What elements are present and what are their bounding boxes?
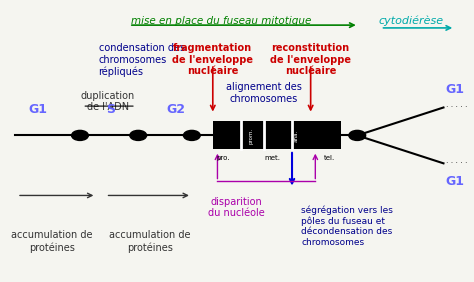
Text: ségrégation vers les
pôles du fuseau et
décondensation des
chromosomes: ségrégation vers les pôles du fuseau et …	[301, 205, 393, 246]
Text: condensation des
chromosomes
répliqués: condensation des chromosomes répliqués	[99, 43, 185, 77]
Text: prom.: prom.	[248, 127, 254, 144]
Text: G1: G1	[446, 83, 465, 96]
Text: · · ·: · · ·	[17, 130, 32, 140]
Text: ana.: ana.	[294, 129, 299, 142]
Text: tel.: tel.	[324, 155, 335, 161]
Text: reconstitution
de l'enveloppe
nucléaire: reconstitution de l'enveloppe nucléaire	[270, 43, 351, 76]
Text: G2: G2	[166, 103, 185, 116]
Text: accumulation de
protéines: accumulation de protéines	[11, 230, 93, 253]
Text: G1: G1	[28, 103, 47, 116]
Text: fragmentation
de l'enveloppe
nucléaire: fragmentation de l'enveloppe nucléaire	[172, 43, 253, 76]
Circle shape	[183, 130, 200, 140]
Text: · · · · ·: · · · · ·	[446, 103, 467, 112]
Text: disparition
du nucléole: disparition du nucléole	[208, 197, 264, 219]
Text: duplication
de l'ADN: duplication de l'ADN	[81, 91, 135, 112]
Circle shape	[130, 130, 146, 140]
Circle shape	[72, 130, 88, 140]
Text: pro.: pro.	[217, 155, 230, 161]
Text: cytodiérèse: cytodiérèse	[378, 16, 443, 26]
Text: mise en place du fuseau mitotique: mise en place du fuseau mitotique	[131, 16, 311, 26]
Text: · · · · ·: · · · · ·	[446, 159, 467, 168]
Circle shape	[349, 130, 365, 140]
Text: G1: G1	[446, 175, 465, 188]
Text: alignement des
chromosomes: alignement des chromosomes	[226, 82, 302, 104]
Text: S: S	[106, 103, 115, 116]
Text: accumulation de
protéines: accumulation de protéines	[109, 230, 191, 253]
Bar	[213, 122, 341, 149]
Text: met.: met.	[264, 155, 280, 161]
